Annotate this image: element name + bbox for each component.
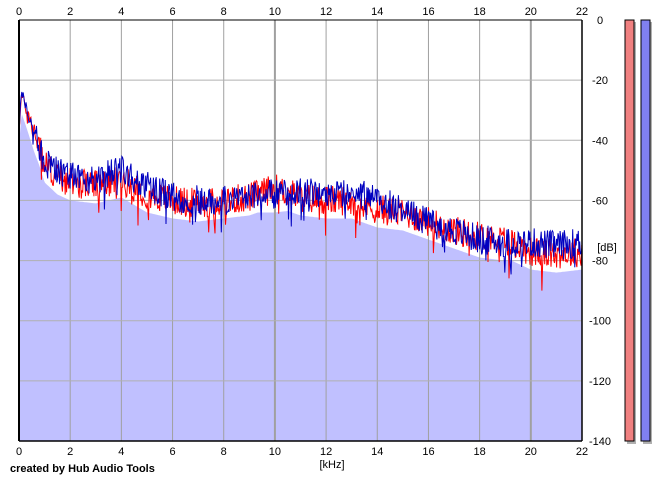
x-axis-label: [kHz] — [319, 459, 344, 471]
x-tick-label-bottom-3: 6 — [169, 446, 175, 458]
x-tick-label-bottom-4: 8 — [221, 446, 227, 458]
x-tick-label-bottom-7: 14 — [371, 446, 383, 458]
y-tick-label-3: -60 — [592, 195, 608, 207]
x-tick-label-bottom-8: 16 — [422, 446, 434, 458]
x-tick-label-bottom-11: 22 — [576, 446, 588, 458]
x-tick-label-bottom-1: 2 — [67, 446, 73, 458]
x-tick-label-top-3: 6 — [169, 6, 175, 18]
spectrum-fill — [19, 114, 582, 441]
x-tick-label-top-11: 22 — [576, 6, 588, 18]
series-line-1 — [18, 91, 583, 275]
level-meter-1 — [640, 19, 651, 442]
x-tick-label-top-4: 8 — [221, 6, 227, 18]
level-meter-0 — [624, 19, 635, 442]
x-tick-label-top-8: 16 — [422, 6, 434, 18]
x-tick-label-bottom-0: 0 — [16, 446, 22, 458]
y-tick-label-0: 0 — [597, 15, 603, 27]
y-tick-label-7: -140 — [589, 436, 611, 448]
x-tick-label-top-5: 10 — [269, 6, 281, 18]
x-tick-label-bottom-6: 12 — [320, 446, 332, 458]
x-tick-label-top-6: 12 — [320, 6, 332, 18]
x-tick-label-bottom-5: 10 — [269, 446, 281, 458]
credit-text: created by Hub Audio Tools — [10, 463, 155, 475]
x-tick-label-bottom-9: 18 — [474, 446, 486, 458]
x-tick-label-top-2: 4 — [118, 6, 124, 18]
y-tick-label-1: -20 — [592, 75, 608, 87]
x-tick-label-top-7: 14 — [371, 6, 383, 18]
x-tick-label-bottom-10: 20 — [525, 446, 537, 458]
x-tick-label-bottom-2: 4 — [118, 446, 124, 458]
x-tick-label-top-9: 18 — [474, 6, 486, 18]
x-tick-label-top-1: 2 — [67, 6, 73, 18]
y-axis-label: [dB] — [597, 242, 617, 254]
x-tick-label-top-10: 20 — [525, 6, 537, 18]
x-tick-label-top-0: 0 — [16, 6, 22, 18]
y-tick-label-5: -100 — [589, 316, 611, 328]
y-tick-label-4: -80 — [592, 256, 608, 268]
y-tick-label-2: -40 — [592, 135, 608, 147]
y-tick-label-6: -120 — [589, 376, 611, 388]
